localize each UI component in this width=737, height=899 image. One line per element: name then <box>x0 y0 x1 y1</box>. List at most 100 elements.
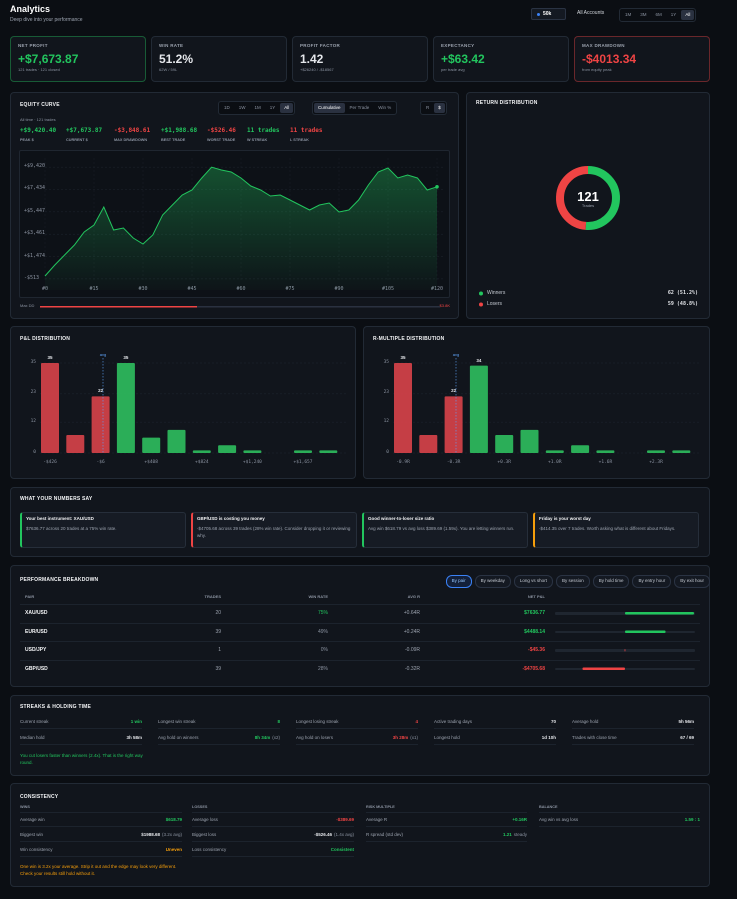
bar-track <box>555 612 695 615</box>
x-tick-label: +2.3R <box>649 460 663 465</box>
section-subtitle: WINS <box>20 805 30 809</box>
stat-label: WORST TRADE <box>207 138 236 142</box>
divider <box>539 826 700 827</box>
stat-value: 11 trades <box>247 127 280 134</box>
cell: $4488.14 <box>524 628 545 635</box>
pnl-panel <box>10 326 356 479</box>
kpi-sub: from equity peak <box>582 67 612 72</box>
x-tick-label: #30 <box>138 286 148 292</box>
bar-track <box>555 649 695 652</box>
stat-label: PEAK $ <box>20 138 34 142</box>
stat-label: Avg hold on winners <box>158 735 199 740</box>
stat-label: Avg hold on losers <box>296 735 333 740</box>
kpi-sub: +$26240 / -$18567 <box>300 67 334 72</box>
stat-label: BEST TRADE <box>161 138 186 142</box>
x-tick-label: +$824 <box>195 460 209 465</box>
button[interactable]: 3M <box>640 11 647 17</box>
button[interactable]: 1Y <box>670 11 677 17</box>
value: -$389.69 <box>336 817 354 822</box>
insight-text: Avg win $618.79 vs avg loss $389.69 (1.5… <box>368 526 515 531</box>
streaks-panel <box>10 695 710 776</box>
button[interactable]: Long vs short <box>513 575 553 588</box>
kpi-card <box>10 36 146 82</box>
button[interactable]: Cumulative <box>314 103 345 113</box>
page-title: Analytics <box>10 4 51 14</box>
button-group: 1M 3M 6M 1Y All <box>619 8 697 22</box>
kpi-value: 51.2% <box>159 52 194 66</box>
value: 1 win <box>130 719 142 724</box>
account-dropdown[interactable]: 50k <box>531 8 566 20</box>
column-header: NET P&L <box>527 594 545 599</box>
stat-value: 67 / 69 <box>680 735 694 741</box>
cell: -$4705.68 <box>522 665 545 672</box>
button[interactable]: 1M <box>625 11 632 17</box>
cell: EUR/USD <box>25 628 48 635</box>
divider <box>20 856 182 857</box>
value: 1d 10h <box>541 735 556 740</box>
button[interactable]: Win % <box>378 104 392 110</box>
button[interactable]: By hold time <box>592 575 630 588</box>
cell: -$45.36 <box>528 647 545 653</box>
x-tick-label: #120 <box>430 286 444 292</box>
hint: (x1) <box>410 735 418 740</box>
divider <box>572 728 694 729</box>
y-tick-label: +$9,420 <box>24 163 46 170</box>
button[interactable]: Per Trade <box>349 104 370 110</box>
y-tick-label: 0 <box>386 449 389 455</box>
column-header: PAIR <box>25 594 35 599</box>
account-filter[interactable]: All Accounts <box>577 10 605 16</box>
button[interactable]: 1Y <box>269 104 276 110</box>
section-subtitle: BALANCE <box>539 805 558 809</box>
value: 4 <box>415 719 418 724</box>
button[interactable]: All <box>280 103 294 113</box>
divider <box>434 744 556 745</box>
column-header: AVG R <box>407 594 420 599</box>
cell: 39 <box>215 628 221 635</box>
section-title: EQUITY CURVE <box>20 102 60 108</box>
x-tick-label: -$6 <box>96 460 105 465</box>
button[interactable]: All <box>681 10 695 20</box>
button[interactable]: By weekday <box>474 575 511 588</box>
button[interactable]: By session <box>555 575 590 588</box>
legend-value: 62 (51.2%) <box>667 290 698 296</box>
button[interactable]: By exit hour <box>674 575 710 588</box>
x-tick-label: #0 <box>41 286 49 292</box>
stat-label: Loss consistency <box>192 847 227 852</box>
kpi-sub: 121 trades · 121 closed <box>18 67 60 72</box>
kpi-label: EXPECTANCY <box>441 43 475 48</box>
stat-label: Longest losing streak <box>296 719 339 724</box>
avg-label: avg <box>99 352 107 357</box>
insight-card <box>20 512 186 548</box>
button[interactable]: R <box>426 104 430 110</box>
kpi-card <box>151 36 287 82</box>
button[interactable]: 1M <box>254 104 261 110</box>
bar-track <box>555 667 695 670</box>
button[interactable]: $ <box>434 103 445 113</box>
streak-note: You cut losers faster than winners (2.4x… <box>20 753 143 766</box>
insight-title: GBP/USD is costing you money <box>197 516 265 521</box>
row-divider <box>20 604 700 605</box>
x-tick-label: +$408 <box>144 460 158 465</box>
stat-label: Longest hold <box>434 735 460 740</box>
kpi-value: +$7,673.87 <box>18 52 79 66</box>
divider <box>366 841 527 842</box>
value: 67 / 69 <box>680 735 694 740</box>
value: 1.21 <box>502 832 512 837</box>
divider <box>192 826 354 827</box>
button[interactable]: By pair <box>445 575 472 588</box>
button[interactable]: 1W <box>238 104 246 110</box>
button[interactable]: By entry hour <box>632 575 672 588</box>
section-subtitle: LOSSES <box>192 805 208 809</box>
button[interactable]: 1D <box>224 104 230 110</box>
divider <box>158 728 280 729</box>
hint: steady <box>513 832 527 837</box>
x-tick-label: #105 <box>381 286 395 292</box>
cell: 75% <box>317 610 328 616</box>
divider <box>539 812 700 813</box>
stat-label: Average R <box>366 817 388 822</box>
donut-center-label: Trades <box>581 203 595 208</box>
kpi-label: PROFIT FACTOR <box>300 43 341 48</box>
button[interactable]: 6M <box>655 11 662 17</box>
value: +0.16R <box>512 817 527 822</box>
row-divider <box>20 622 700 624</box>
